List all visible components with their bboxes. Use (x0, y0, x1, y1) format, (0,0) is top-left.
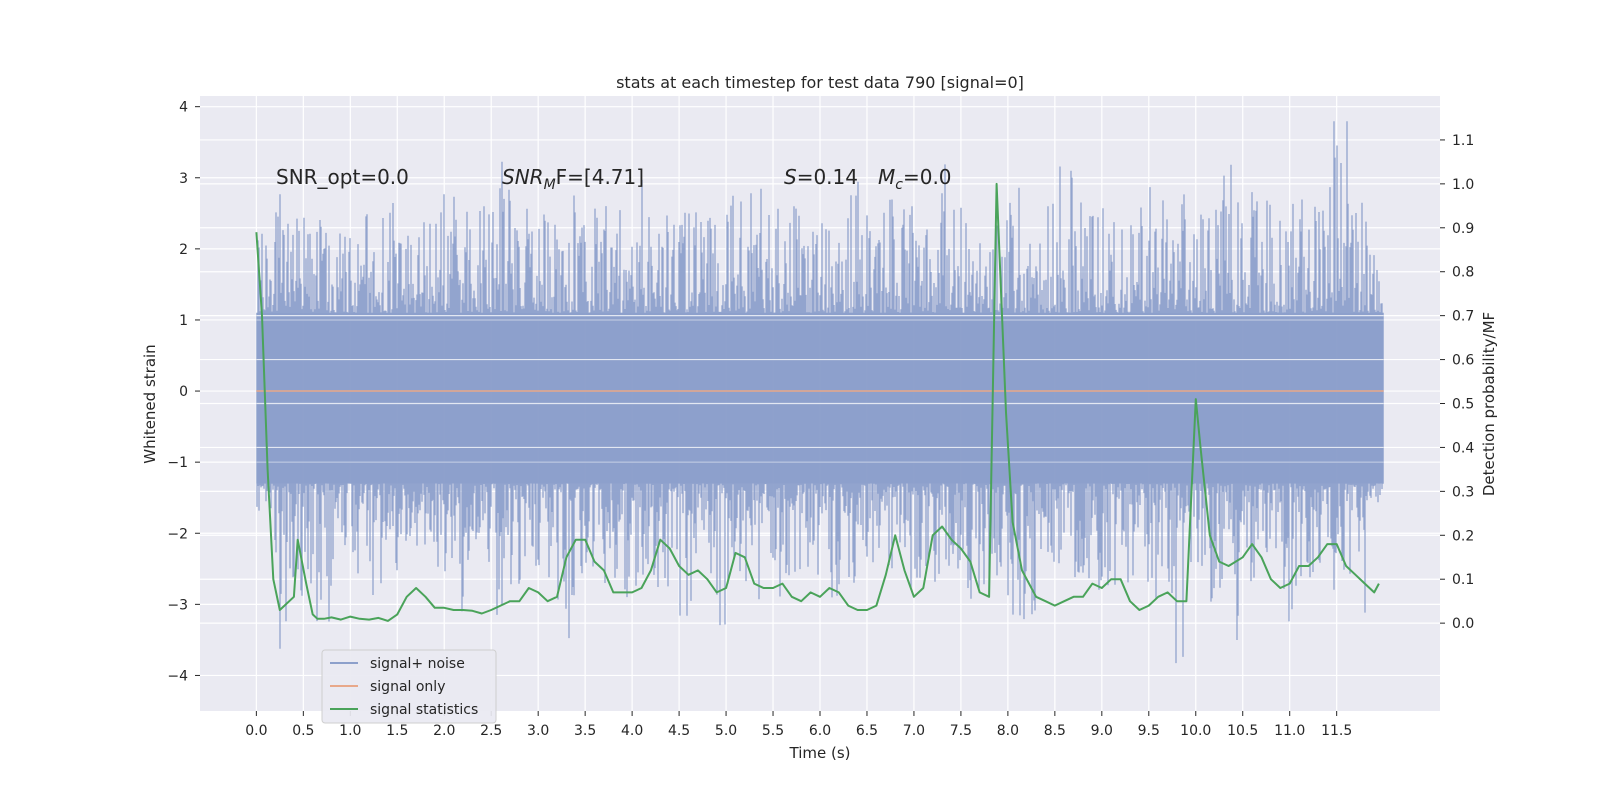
x-tick-label: 4.5 (668, 723, 690, 739)
y-tick-label: −2 (167, 526, 188, 542)
y2-tick-label: 0.1 (1452, 572, 1474, 588)
x-tick-label: 2.5 (480, 723, 502, 739)
x-axis-label: Time (s) (789, 744, 851, 762)
s-var: S (784, 165, 797, 189)
y-tick-label: 3 (179, 171, 188, 187)
y2-axis-ticks: 1.1 1.0 0.9 0.8 0.7 0.6 0.5 0.4 0.3 0.2 0.1 0.0 (1440, 133, 1474, 632)
x-axis-ticks: 0.0 0.5 1.0 1.5 2.0 2.5 3.0 3.5 4.0 4.5 5.0 5.5 6.0 6… (245, 711, 1352, 739)
y-tick-label: 4 (179, 100, 188, 116)
x-tick-label: 3.5 (574, 723, 596, 739)
annotation-snr-mf: SNRMF=[4.71] (502, 165, 644, 193)
x-tick-label: 3.0 (527, 723, 549, 739)
x-tick-label: 10.0 (1180, 723, 1211, 739)
y-axis-ticks: 4 3 2 1 0 −1 −2 −3 −4 (167, 100, 200, 684)
x-tick-label: 6.5 (856, 723, 878, 739)
y2-tick-label: 0.5 (1452, 397, 1474, 413)
y2-tick-label: 0.0 (1452, 616, 1474, 632)
annotation-snr-opt: SNR_opt=0.0 (276, 165, 409, 189)
y2-tick-label: 0.3 (1452, 484, 1474, 500)
snr-mf-main: SNR (502, 165, 544, 189)
snr-mf-sub: M (544, 177, 556, 193)
y-tick-label: −4 (167, 668, 188, 684)
s-rest: =0.14 (797, 165, 858, 189)
y2-tick-label: 0.6 (1452, 353, 1474, 369)
y-tick-label: 0 (179, 384, 188, 400)
annotation-mc: Mc=0.0 (878, 165, 952, 193)
x-tick-label: 1.5 (386, 723, 408, 739)
y2-tick-label: 0.7 (1452, 309, 1474, 325)
y-axis-label: Whitened strain (141, 344, 159, 463)
x-tick-label: 9.0 (1091, 723, 1113, 739)
signal-statistics-line (255, 182, 1380, 622)
y-tick-label: −3 (167, 597, 188, 613)
x-tick-label: 2.0 (433, 723, 455, 739)
y2-tick-label: 0.8 (1452, 265, 1474, 281)
mc-rest: =0.0 (903, 165, 952, 189)
x-tick-label: 1.0 (339, 723, 361, 739)
y-tick-label: −1 (167, 455, 188, 471)
snr-mf-rest: F=[4.71] (556, 165, 644, 189)
legend-label-signal-noise: signal+ noise (370, 656, 465, 672)
x-tick-label: 4.0 (621, 723, 643, 739)
mc-sub: c (895, 177, 903, 193)
x-tick-label: 7.5 (950, 723, 972, 739)
x-tick-label: 0.5 (292, 723, 314, 739)
x-tick-label: 8.0 (997, 723, 1019, 739)
legend-box (321, 649, 497, 724)
x-tick-label: 0.0 (245, 723, 267, 739)
x-tick-label: 5.0 (715, 723, 737, 739)
x-tick-label: 11.5 (1321, 723, 1352, 739)
x-tick-label: 11.0 (1274, 723, 1305, 739)
signal-noise-core (256, 312, 1384, 484)
legend-label-signal-only: signal only (370, 679, 445, 695)
x-tick-label: 9.5 (1138, 723, 1160, 739)
y2-tick-label: 0.4 (1452, 440, 1474, 456)
y2-tick-label: 0.9 (1452, 221, 1474, 237)
signal-statistics-series (255, 182, 1380, 622)
x-tick-label: 8.5 (1044, 723, 1066, 739)
mc-var: M (878, 165, 895, 189)
chart-title: stats at each timestep for test data 790… (616, 73, 1024, 92)
y2-tick-label: 1.0 (1452, 177, 1474, 193)
x-tick-label: 5.5 (762, 723, 784, 739)
legend-label-signal-statistics: signal statistics (370, 702, 478, 718)
annotation-s: S=0.14 (784, 165, 858, 189)
legend: signal+ noise signal only signal statist… (321, 649, 497, 724)
y-tick-label: 2 (179, 242, 188, 258)
y-tick-label: 1 (179, 313, 188, 329)
x-tick-label: 6.0 (809, 723, 831, 739)
y2-tick-label: 1.1 (1452, 133, 1474, 149)
x-tick-label: 10.5 (1227, 723, 1258, 739)
y2-axis-label: Detection probability/MF (1480, 312, 1498, 496)
x-tick-label: 7.0 (903, 723, 925, 739)
y2-tick-label: 0.2 (1452, 528, 1474, 544)
